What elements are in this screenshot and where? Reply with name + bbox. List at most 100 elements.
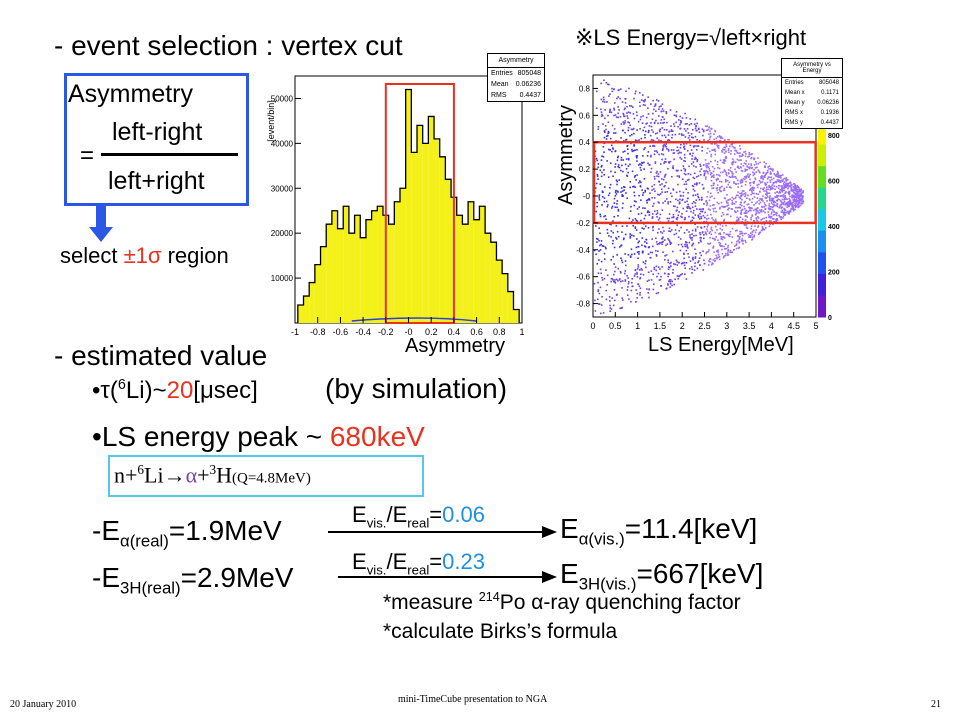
scatter-point xyxy=(634,217,637,220)
scatter-point xyxy=(645,266,647,269)
scatter-point xyxy=(726,205,728,207)
scatter-point xyxy=(756,197,759,199)
scatter-point xyxy=(745,180,747,183)
scatter-point xyxy=(655,172,658,174)
scatter-point xyxy=(638,92,641,94)
scatter-point xyxy=(618,179,621,181)
scatter-point xyxy=(675,169,678,172)
scatter-point xyxy=(785,182,787,185)
scatter-point xyxy=(598,227,600,230)
scatter-point xyxy=(630,105,633,107)
hist-xtick-label: -0.2 xyxy=(378,327,394,337)
scatter-point xyxy=(795,187,797,190)
scatter-point xyxy=(784,186,787,188)
scatter-point xyxy=(731,176,734,178)
scatter-point xyxy=(681,216,683,219)
scatter-point xyxy=(727,234,730,236)
scatter-point xyxy=(748,155,750,158)
scatter-point xyxy=(765,204,767,207)
scatter-point xyxy=(706,147,709,150)
scatter-point xyxy=(715,187,718,190)
scatter-point xyxy=(647,107,649,109)
scatter-point xyxy=(725,157,728,159)
scatter-point xyxy=(677,169,679,172)
scatter-point xyxy=(670,130,673,133)
scatter-point xyxy=(596,298,599,301)
scatter-point xyxy=(731,227,734,230)
scatter-point xyxy=(663,134,666,137)
r-arrow: → xyxy=(163,462,186,488)
scatter-point xyxy=(606,101,608,103)
scatter-point xyxy=(594,187,597,189)
scatter-point xyxy=(632,224,635,227)
scatter-point xyxy=(743,205,745,208)
scatter-point xyxy=(785,185,787,188)
scatter-point xyxy=(617,235,620,238)
scatter-point xyxy=(649,251,652,254)
scatter-point xyxy=(679,273,682,276)
scatter-point xyxy=(786,210,789,213)
scatter-point xyxy=(783,177,786,180)
scatter-point xyxy=(752,189,755,191)
scatter-point xyxy=(688,134,691,137)
scatter-point xyxy=(651,145,654,147)
scatter-point xyxy=(741,240,744,243)
scatter-point xyxy=(731,201,734,204)
scatter-point xyxy=(744,183,747,186)
scatter-point xyxy=(623,237,625,240)
colorbar-label: 400 xyxy=(828,224,840,231)
scatter-point xyxy=(716,229,718,231)
scatter-point xyxy=(751,197,754,200)
scatter-point xyxy=(782,182,785,185)
scatter-point xyxy=(627,121,629,123)
scatter-point xyxy=(613,128,616,130)
scatter-point xyxy=(710,233,713,236)
scatter-point xyxy=(745,212,747,214)
scatter-point xyxy=(723,149,726,151)
scatter-point xyxy=(626,289,629,291)
scatter-point xyxy=(721,245,724,247)
scatter-point xyxy=(700,196,703,199)
scatter-point xyxy=(659,163,662,165)
scatter-point xyxy=(684,216,686,219)
scatter-point xyxy=(757,217,760,219)
scatter-point xyxy=(740,211,743,214)
scatter-point xyxy=(606,83,609,86)
scatter-point xyxy=(682,165,685,167)
scatter-point xyxy=(725,186,728,189)
scatter-point xyxy=(720,190,723,193)
scatter-point xyxy=(795,202,798,204)
hist-ytick-label: 40000 xyxy=(271,139,294,148)
scatter-point xyxy=(708,138,711,141)
scatter-point xyxy=(605,298,608,301)
scatter-point xyxy=(621,280,624,282)
scatter-point xyxy=(694,214,697,216)
scatter-point xyxy=(680,143,682,146)
scatter-point xyxy=(731,199,733,202)
scatter-point xyxy=(666,121,668,124)
scatter-point xyxy=(731,236,734,238)
scatter-point xyxy=(624,253,626,255)
scatter-point xyxy=(786,202,788,204)
scatter-point xyxy=(622,121,624,123)
hist-bar xyxy=(331,210,338,323)
scatter-point xyxy=(740,230,743,233)
scatter-point xyxy=(640,164,643,167)
scatter-point xyxy=(716,189,718,192)
scatter-point xyxy=(793,204,796,207)
scatter-point xyxy=(733,202,736,205)
scatter-point xyxy=(711,187,713,190)
scatter-point xyxy=(665,112,668,115)
scatter-point xyxy=(706,228,708,230)
scatter-point xyxy=(653,175,656,178)
scatter-point xyxy=(599,213,601,216)
bullet: • xyxy=(92,377,101,404)
scatter-point xyxy=(729,176,732,179)
scatter-point xyxy=(668,217,671,220)
scatter-point xyxy=(790,187,793,189)
heading-event-selection: - event selection : vertex cut xyxy=(54,30,403,61)
scatter-point xyxy=(704,211,706,214)
scatter-point xyxy=(616,183,618,186)
scatter-point xyxy=(789,203,792,206)
scatter-point xyxy=(710,176,713,178)
